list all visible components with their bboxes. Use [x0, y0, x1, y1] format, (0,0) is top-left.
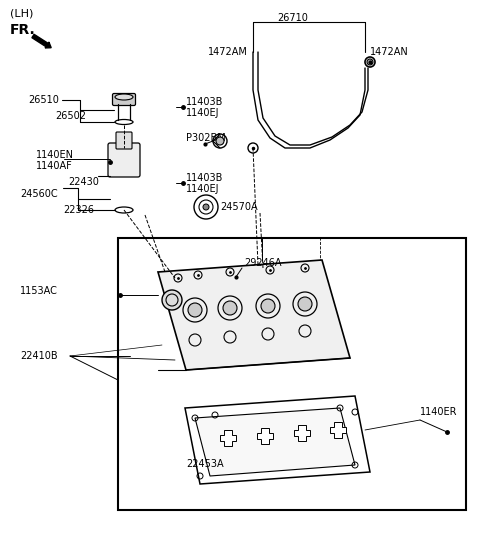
Text: 1472AM: 1472AM [208, 47, 248, 57]
Text: 22410B: 22410B [20, 351, 58, 361]
Circle shape [162, 290, 182, 310]
Text: P302BM: P302BM [186, 133, 226, 143]
Text: 22430: 22430 [68, 177, 99, 187]
Circle shape [203, 204, 209, 210]
Polygon shape [294, 425, 310, 441]
Circle shape [188, 303, 202, 317]
Text: FR.: FR. [10, 23, 36, 37]
Text: 24560C: 24560C [20, 189, 58, 199]
Polygon shape [330, 422, 346, 438]
Text: (LH): (LH) [10, 9, 34, 19]
Polygon shape [158, 260, 350, 370]
Circle shape [223, 301, 237, 315]
Text: 1140ER: 1140ER [420, 407, 457, 417]
Text: 1472AN: 1472AN [370, 47, 409, 57]
FancyBboxPatch shape [108, 143, 140, 177]
Polygon shape [185, 396, 370, 484]
Text: 11403B: 11403B [186, 173, 223, 183]
Circle shape [298, 297, 312, 311]
FancyArrow shape [32, 34, 51, 48]
Text: 26710: 26710 [277, 13, 309, 23]
Text: 1140EJ: 1140EJ [186, 108, 219, 118]
Text: 26510: 26510 [28, 95, 59, 105]
Text: 1153AC: 1153AC [20, 286, 58, 296]
Circle shape [216, 137, 224, 145]
Ellipse shape [115, 94, 133, 100]
Text: 26502: 26502 [55, 111, 86, 121]
Polygon shape [195, 408, 355, 476]
Text: 1140EJ: 1140EJ [186, 184, 219, 194]
Circle shape [261, 299, 275, 313]
Bar [118, 238, 466, 510]
FancyBboxPatch shape [116, 132, 132, 149]
Circle shape [367, 59, 373, 65]
Text: 24570A: 24570A [220, 202, 258, 212]
Text: 22453A: 22453A [186, 459, 224, 469]
Text: 1140AF: 1140AF [36, 161, 73, 171]
Text: 29246A: 29246A [244, 258, 281, 268]
Text: 11403B: 11403B [186, 97, 223, 107]
FancyBboxPatch shape [112, 94, 135, 106]
Text: 22326: 22326 [63, 205, 94, 215]
Text: 1140EN: 1140EN [36, 150, 74, 160]
Polygon shape [257, 428, 273, 444]
Polygon shape [220, 430, 236, 446]
